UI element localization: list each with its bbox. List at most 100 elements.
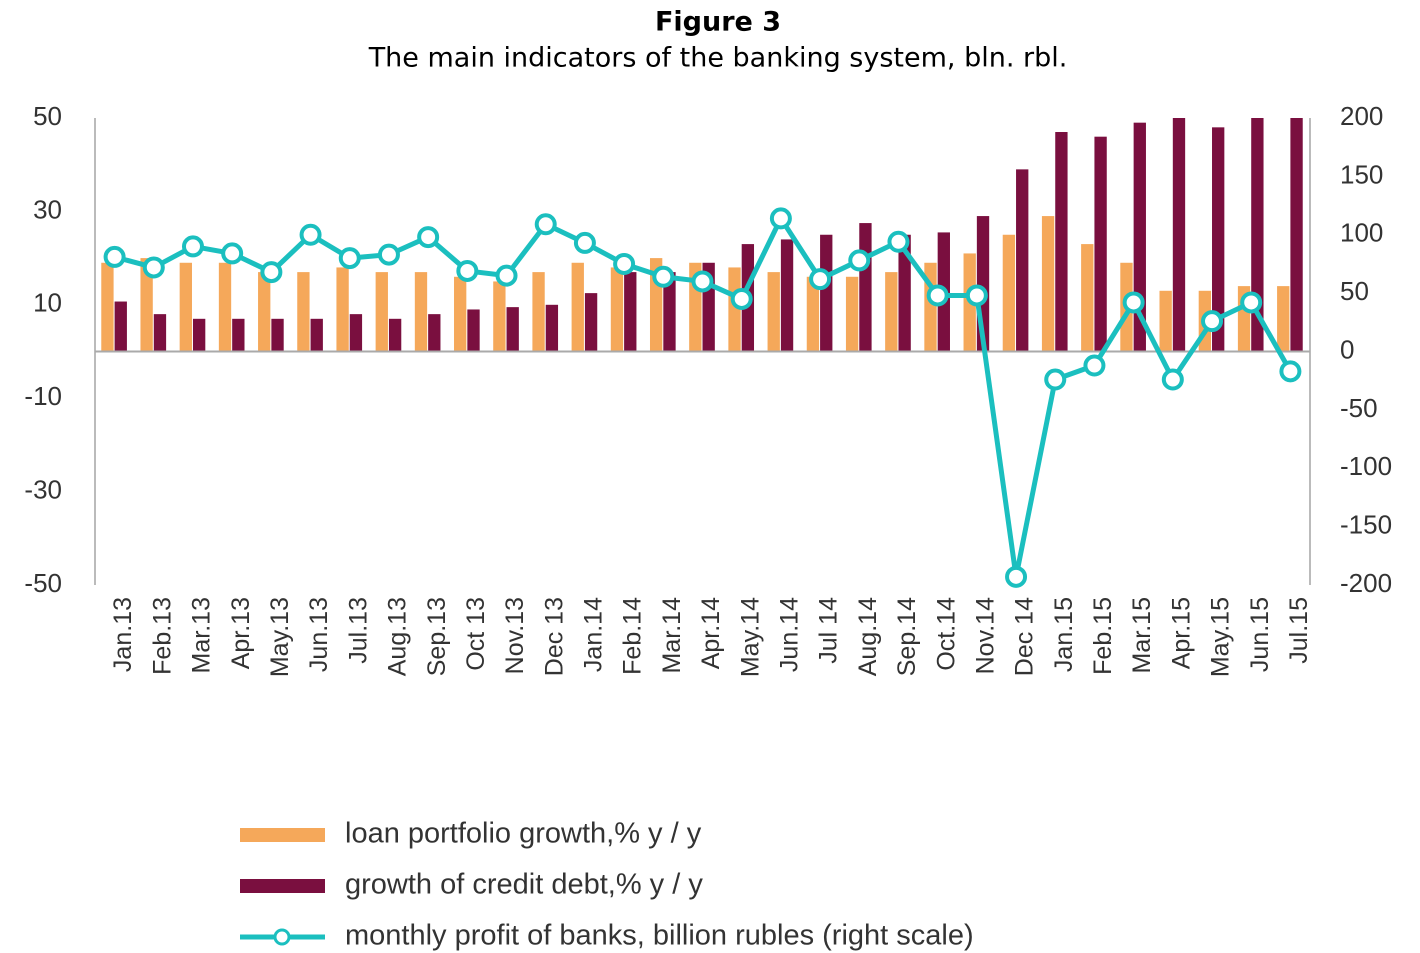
bar bbox=[767, 272, 780, 352]
y-tick-label: 30 bbox=[33, 194, 62, 224]
line-point bbox=[730, 287, 753, 310]
line-point bbox=[613, 252, 636, 275]
bar bbox=[610, 267, 624, 352]
legend-swatch bbox=[240, 828, 325, 842]
line-point bbox=[1044, 368, 1067, 391]
x-tick-label: Nov.14 bbox=[971, 597, 999, 674]
line-point bbox=[221, 242, 244, 265]
line-point bbox=[809, 268, 832, 291]
bar bbox=[845, 276, 859, 352]
x-tick-label: May.13 bbox=[266, 597, 294, 677]
bar bbox=[1277, 286, 1290, 352]
y2-tick-label: -100 bbox=[1340, 451, 1392, 481]
bar bbox=[336, 267, 349, 352]
legend-marker bbox=[273, 928, 291, 946]
line-point bbox=[142, 256, 165, 279]
bar bbox=[859, 223, 872, 352]
bar bbox=[545, 304, 559, 352]
x-tick-label: Aug.14 bbox=[854, 597, 882, 676]
bar bbox=[506, 307, 519, 352]
x-tick-label: Jan.14 bbox=[580, 597, 608, 672]
line-point bbox=[652, 265, 675, 288]
bar bbox=[153, 314, 167, 352]
y2-tick-label: -150 bbox=[1340, 510, 1392, 540]
line-point bbox=[495, 264, 518, 287]
line-point bbox=[887, 230, 910, 253]
bar bbox=[375, 272, 388, 352]
x-tick-label: Dec 13 bbox=[540, 597, 568, 676]
bar bbox=[414, 272, 428, 352]
x-tick-label: Mar.13 bbox=[188, 597, 216, 673]
bar bbox=[885, 272, 898, 352]
line-point bbox=[1279, 360, 1302, 383]
bar bbox=[349, 314, 363, 352]
bar bbox=[1212, 127, 1225, 352]
bar bbox=[114, 301, 127, 352]
x-tick-label: Mar.14 bbox=[658, 597, 686, 674]
x-tick-label: Oct 13 bbox=[462, 597, 490, 671]
line-point bbox=[1240, 291, 1263, 314]
x-tick-label: Oct.14 bbox=[932, 597, 960, 671]
x-tick-label: May.14 bbox=[736, 597, 764, 677]
line-point bbox=[1122, 291, 1145, 314]
bar bbox=[467, 309, 480, 352]
bar bbox=[454, 276, 467, 352]
bar bbox=[140, 258, 153, 352]
bar bbox=[1041, 216, 1055, 352]
bar bbox=[532, 272, 545, 352]
y2-tick-label: -200 bbox=[1340, 568, 1392, 598]
line-point bbox=[1201, 310, 1224, 333]
line-point bbox=[848, 249, 871, 272]
x-tick-label: Sep.13 bbox=[423, 597, 451, 676]
legend-label: loan portfolio growth,% y / y bbox=[345, 818, 702, 850]
bar bbox=[493, 281, 506, 352]
bar bbox=[1094, 136, 1107, 352]
bar bbox=[388, 318, 402, 352]
bar bbox=[1290, 118, 1303, 352]
legend-label: growth of credit debt,% y / y bbox=[345, 869, 703, 901]
x-tick-label: Jun.15 bbox=[1246, 597, 1274, 672]
x-tick-label: Feb.13 bbox=[148, 597, 176, 675]
line-point bbox=[534, 213, 557, 236]
bar bbox=[192, 318, 206, 352]
bar bbox=[1081, 244, 1094, 352]
bar bbox=[584, 293, 598, 352]
line-point bbox=[338, 247, 361, 270]
x-tick-label: Apr.13 bbox=[227, 597, 255, 669]
bar bbox=[258, 272, 271, 352]
bar bbox=[1055, 132, 1068, 352]
line-point bbox=[1005, 565, 1028, 588]
bar bbox=[310, 318, 323, 352]
x-tick-label: Apr.15 bbox=[1167, 597, 1195, 669]
x-tick-label: Apr.14 bbox=[697, 597, 725, 669]
bar bbox=[428, 314, 441, 352]
line-point bbox=[103, 245, 126, 268]
bar bbox=[1002, 234, 1016, 352]
chart-title: Figure 3 bbox=[655, 7, 781, 38]
chart-subtitle: The main indicators of the banking syste… bbox=[368, 43, 1068, 74]
line-point bbox=[456, 259, 479, 282]
x-tick-label: Feb.14 bbox=[619, 597, 647, 675]
bar bbox=[571, 262, 584, 352]
x-tick-label: Jun.13 bbox=[305, 597, 333, 672]
bar bbox=[179, 262, 192, 352]
x-tick-label: Sep.14 bbox=[893, 597, 921, 676]
bar bbox=[218, 262, 232, 352]
line-point bbox=[260, 261, 283, 284]
y-tick-label: 50 bbox=[33, 101, 62, 131]
y2-tick-label: 0 bbox=[1340, 334, 1354, 364]
bar bbox=[101, 262, 114, 352]
bar bbox=[1159, 290, 1172, 352]
x-tick-label: Jun.14 bbox=[775, 597, 803, 672]
y-tick-label: -10 bbox=[24, 381, 62, 411]
x-tick-label: Feb.15 bbox=[1089, 597, 1117, 675]
bar bbox=[780, 239, 794, 352]
line-point bbox=[1161, 368, 1184, 391]
line-point bbox=[769, 207, 792, 230]
x-tick-label: Jul.13 bbox=[344, 597, 372, 664]
y-tick-label: -50 bbox=[24, 568, 62, 598]
y-tick-label: -30 bbox=[24, 474, 62, 504]
line-point bbox=[417, 226, 440, 249]
line-point bbox=[1083, 354, 1106, 377]
